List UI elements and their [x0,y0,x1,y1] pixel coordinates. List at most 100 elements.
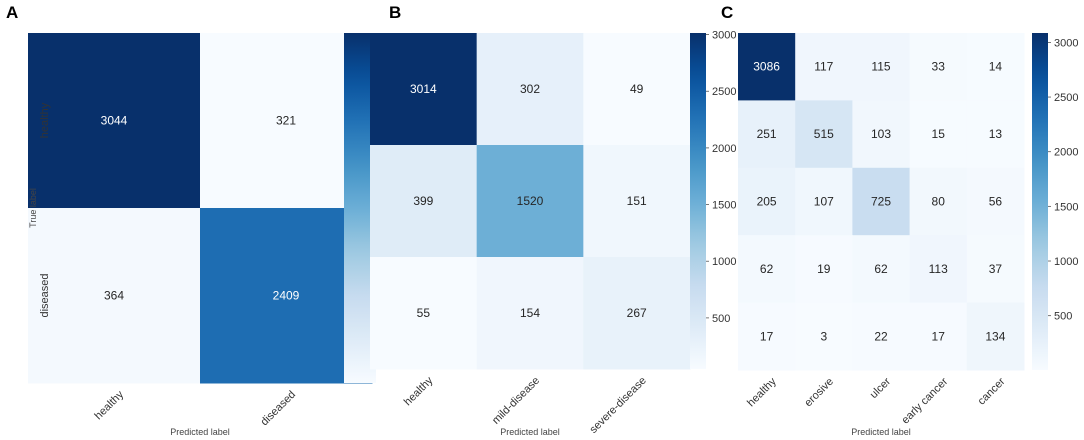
cell-value-label: 13 [989,127,1003,141]
x-tick-label: diseased [258,389,298,429]
cell-value-label: 55 [417,306,431,320]
cell-value-label: 56 [989,195,1003,209]
panel-letter: B [389,3,401,22]
cell-value-label: 62 [874,262,888,276]
panel-A: A 3044 321 364 2409 healthy diseased healthy dis… [6,3,406,437]
cell-value-label: 364 [104,289,124,303]
heatmap-cell [370,33,478,146]
y-axis-title: True label [28,188,38,228]
panel-letter: A [6,3,18,22]
colorbar-tick-label: 3000 [1054,37,1078,49]
cell-value-label: 399 [413,194,433,208]
x-tick-label: erosive [802,376,836,410]
cell-value-label: 17 [760,329,774,343]
cell-value-label: 3014 [410,82,437,96]
cell-value-label: 1520 [517,194,544,208]
heatmap-cell [370,145,478,258]
colorbar-tick-label: 2500 [712,86,736,98]
heatmap-cell [738,302,796,371]
cell-value-label: 515 [814,127,834,141]
heatmap-cell [795,235,853,304]
cell-value-label: 17 [932,329,946,343]
x-tick-label: healthy [402,374,436,408]
cell-value-label: 2409 [273,289,300,303]
heatmap-cell [200,208,373,384]
x-axis-title: Predicted label [170,427,230,437]
heatmap-cell [28,33,201,209]
heatmap-cell [852,167,911,236]
heatmap-cell [738,100,796,169]
colorbar-tick-label: 2000 [712,143,736,155]
heatmap-cell [476,33,584,146]
cell-value-label: 134 [985,329,1005,343]
heatmap-cell [966,235,1025,304]
heatmap-cell [852,100,911,169]
heatmap-cell [583,145,691,258]
x-tick-label: cancer [976,375,1008,407]
cell-value-label: 154 [520,306,540,320]
cell-value-label: 302 [520,82,540,96]
colorbar-tick-label: 3000 [712,30,736,42]
cell-value-label: 37 [989,262,1003,276]
panel-B: B 3014 302 49 399 1520 151 55 154 267 healthy mild-… [370,3,736,437]
cell-value-label: 33 [932,60,946,74]
x-tick-label: mild-disease [490,375,542,427]
x-tick-label: early cancer [899,375,950,426]
heatmap-cell [583,257,691,370]
x-tick-label: severe-disease [588,375,649,436]
heatmap-cell [738,33,796,101]
colorbar [690,33,706,369]
colorbar-tick-label: 2500 [1054,92,1078,104]
y-tick-label: diseased [39,273,51,317]
cell-value-label: 22 [874,329,888,343]
cell-value-label: 321 [276,114,296,128]
cell-value-label: 113 [929,262,948,276]
heatmap-cell [909,302,968,371]
x-axis-title: Predicted label [851,427,911,437]
heatmap-cell [909,235,968,304]
cell-value-label: 49 [630,82,644,96]
colorbar-tick-label: 1500 [1054,201,1078,213]
x-tick-label: healthy [745,375,779,409]
heatmap-cell [909,167,968,236]
cell-value-label: 19 [817,262,831,276]
heatmap-cell [852,235,911,304]
heatmap-cell [738,235,796,304]
colorbar [1032,33,1048,370]
cell-value-label: 117 [814,60,833,74]
heatmap-cell [795,167,853,236]
cell-value-label: 205 [757,195,777,209]
cell-value-label: 267 [627,306,647,320]
x-axis-title: Predicted label [500,427,560,437]
heatmap-cell [200,33,373,209]
cell-value-label: 115 [871,60,890,74]
cell-value-label: 151 [627,194,647,208]
x-tick-label: ulcer [868,375,894,401]
colorbar-tick-label: 1500 [712,200,736,212]
cell-value-label: 251 [757,127,777,141]
colorbar-tick-label: 2000 [1054,147,1078,159]
cell-value-label: 107 [814,195,834,209]
heatmap-cell [966,302,1025,371]
colorbar-tick-label: 500 [712,313,730,325]
heatmap-cell [476,257,584,370]
heatmap-cell [909,33,968,101]
heatmap-cell [583,33,691,146]
heatmap-cell [966,33,1025,101]
panel-letter: C [721,3,733,22]
cell-value-label: 15 [932,127,946,141]
heatmap-cell [370,257,478,370]
colorbar-tick-label: 500 [1054,311,1072,323]
cell-value-label: 62 [760,262,774,276]
heatmap-cell [28,208,201,384]
colorbar-tick-label: 1000 [712,256,736,268]
heatmap-cell [966,100,1025,169]
heatmap-cell [795,302,853,371]
cell-value-label: 103 [871,127,891,141]
y-tick-label: healthy [39,102,51,138]
panel-C: C 3086 117 115 33 14 251 515 103 15 13 205 107 725 80 5… [721,3,1078,437]
cell-value-label: 725 [871,195,891,209]
heatmap-cell [795,33,853,101]
heatmap-cell [852,33,911,101]
